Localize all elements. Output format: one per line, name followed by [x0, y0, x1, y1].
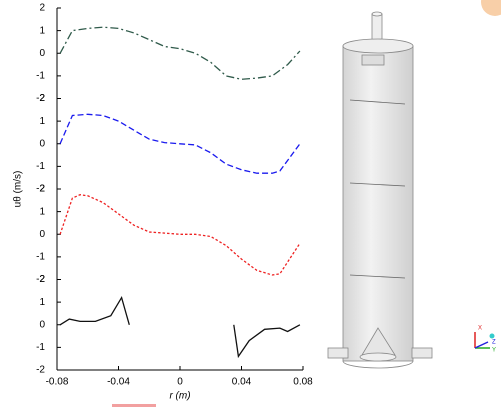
y-tick-label: 0: [39, 229, 45, 240]
x-axis-label: r (m): [169, 391, 190, 402]
corner-decoration: [481, 0, 501, 16]
x-tick-label: -0.04: [107, 377, 130, 388]
y-tick-label: -1: [36, 252, 45, 263]
y-tick-label: 0: [39, 138, 45, 149]
y-tick-label: 1: [39, 25, 45, 36]
underline-decoration: [112, 404, 156, 407]
series-line: [60, 195, 300, 275]
x-tick-label: 0.08: [293, 377, 313, 388]
series-line: [60, 298, 300, 357]
y-tick-label: 2: [39, 93, 45, 104]
y-tick-label: 1: [39, 116, 45, 127]
y-tick-label: -1: [36, 161, 45, 172]
y-tick-label: 2: [39, 274, 45, 285]
y-axis-label: uθ (m/s): [13, 171, 24, 208]
y-tick-label: -2: [36, 365, 45, 376]
triad-label: Z: [492, 340, 496, 346]
y-tick-label: -1: [36, 342, 45, 353]
y-tick-label: -1: [36, 71, 45, 82]
y-tick-label: 0: [39, 319, 45, 330]
cylinder-model: [328, 12, 432, 368]
x-tick-label: -0.08: [46, 377, 69, 388]
y-tick-label: 2: [39, 3, 45, 14]
figure: X Y Z -0.08 -0.04 0 0.04 0.08 r (m) uθ (m/s) -2…: [0, 0, 501, 408]
x-tick-label: 0: [177, 377, 183, 388]
series-line: [60, 114, 300, 173]
y-tick-label: 2: [39, 184, 45, 195]
triad-label: X: [478, 326, 482, 332]
series-line: [60, 27, 300, 79]
y-tick-label: 0: [39, 48, 45, 59]
y-tick-label: 1: [39, 206, 45, 217]
triad-label: Y: [492, 348, 496, 354]
y-tick-label: 1: [39, 297, 45, 308]
x-tick-label: 0.04: [232, 377, 252, 388]
